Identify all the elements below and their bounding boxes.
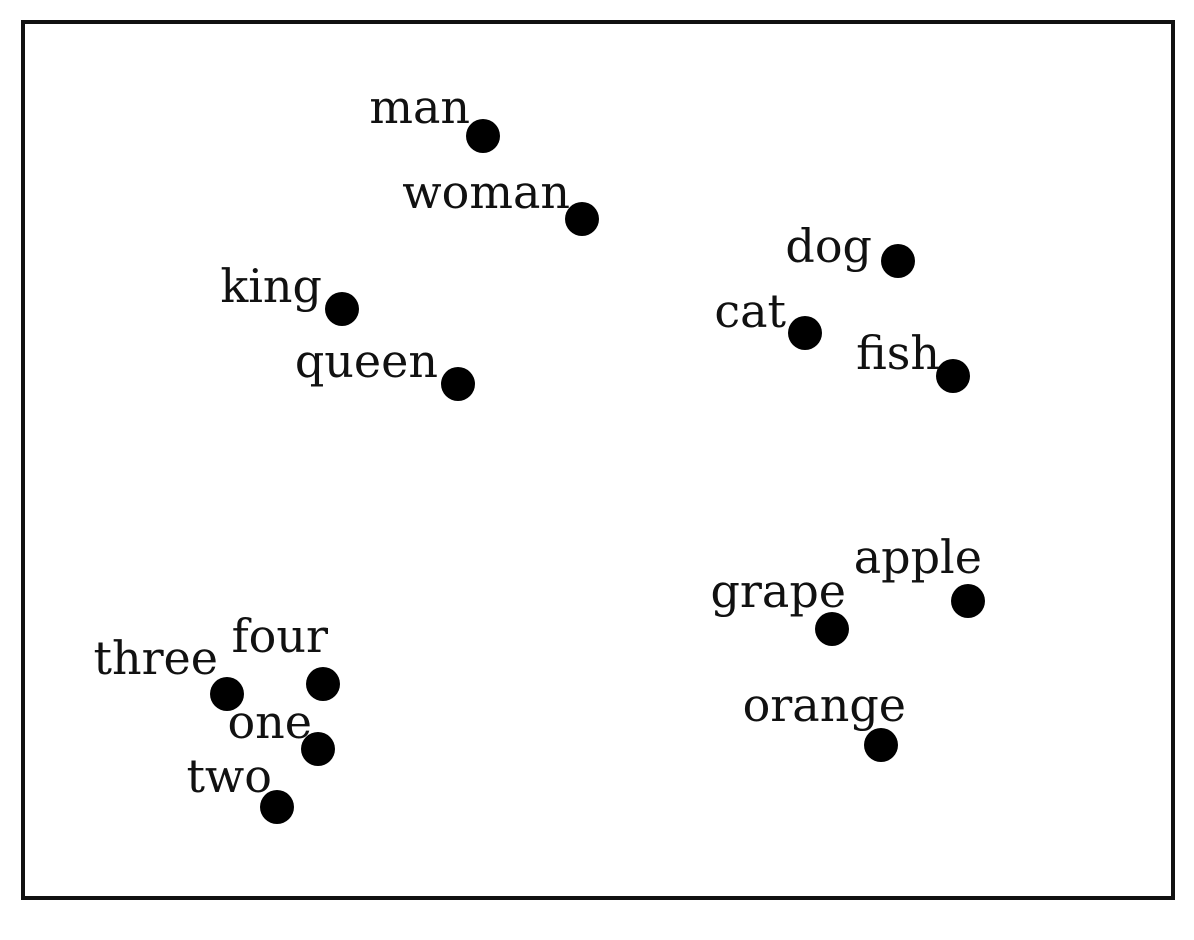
- word-point-orange: orange: [743, 678, 906, 762]
- word-point-fish: fish: [856, 326, 970, 393]
- point-man: [466, 119, 500, 153]
- point-one: [301, 732, 335, 766]
- word-point-dog: dog: [785, 219, 915, 278]
- point-cat: [788, 316, 822, 350]
- word-point-king: king: [220, 259, 359, 326]
- label-orange: orange: [743, 678, 906, 732]
- word-point-four: four: [232, 609, 340, 701]
- word-point-three: three: [93, 631, 244, 711]
- label-apple: apple: [854, 530, 982, 584]
- word-point-cat: cat: [714, 284, 822, 350]
- label-fish: fish: [856, 326, 940, 380]
- word-point-queen: queen: [295, 334, 475, 401]
- point-fish: [936, 359, 970, 393]
- label-cat: cat: [714, 284, 786, 338]
- point-king: [325, 292, 359, 326]
- word-point-grape: grape: [710, 564, 849, 646]
- plot-frame: [21, 20, 1175, 900]
- label-king: king: [220, 259, 322, 313]
- label-dog: dog: [785, 219, 872, 273]
- point-two: [260, 790, 294, 824]
- point-apple: [951, 584, 985, 618]
- label-four: four: [232, 609, 328, 663]
- point-orange: [864, 728, 898, 762]
- word-point-one: one: [227, 695, 335, 766]
- label-three: three: [93, 631, 218, 685]
- point-four: [306, 667, 340, 701]
- word-point-man: man: [369, 80, 500, 153]
- point-queen: [441, 367, 475, 401]
- word-point-apple: apple: [854, 530, 985, 618]
- point-grape: [815, 612, 849, 646]
- word-point-two: two: [186, 749, 294, 824]
- label-one: one: [227, 695, 312, 749]
- label-grape: grape: [710, 564, 846, 618]
- word-point-woman: woman: [402, 165, 599, 236]
- point-woman: [565, 202, 599, 236]
- label-woman: woman: [402, 165, 570, 219]
- point-three: [210, 677, 244, 711]
- point-dog: [881, 244, 915, 278]
- label-queen: queen: [295, 334, 438, 388]
- label-man: man: [369, 80, 470, 134]
- label-two: two: [186, 749, 272, 803]
